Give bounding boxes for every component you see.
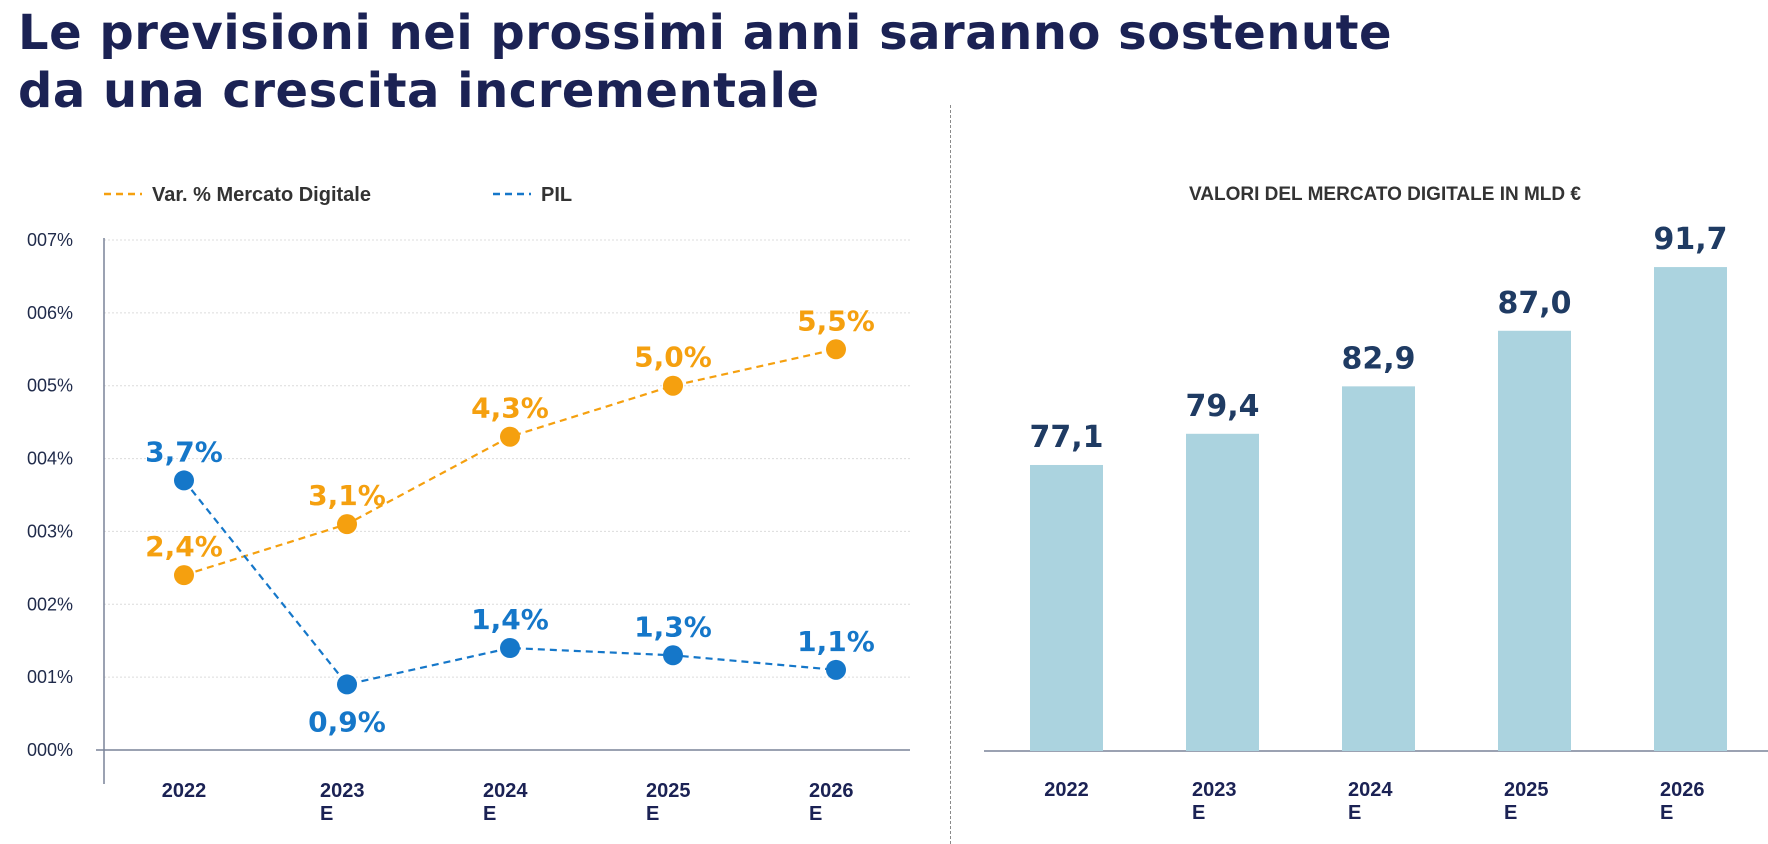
data-point bbox=[174, 470, 194, 491]
data-label: 3,7% bbox=[145, 435, 223, 468]
x-tick-sublabel: E bbox=[483, 803, 496, 825]
data-point bbox=[663, 645, 683, 666]
bar bbox=[1654, 267, 1727, 751]
legend-label: Var. % Mercato Digitale bbox=[152, 184, 371, 206]
x-tick-label: 2026 bbox=[809, 780, 854, 802]
y-tick-label: 005% bbox=[27, 376, 73, 396]
legend-label: PIL bbox=[541, 184, 572, 206]
y-tick-label: 000% bbox=[27, 740, 73, 760]
data-point bbox=[500, 638, 520, 658]
x-tick-sublabel: E bbox=[809, 803, 822, 825]
x-tick-label: 2023 bbox=[320, 780, 365, 802]
data-label: 5,5% bbox=[797, 304, 875, 337]
data-point bbox=[500, 426, 520, 447]
y-tick-label: 002% bbox=[27, 594, 73, 614]
y-tick-label: 003% bbox=[27, 521, 73, 541]
title-line-1: Le previsioni nei prossimi anni saranno … bbox=[18, 5, 1393, 61]
bar-category-label: 2025 bbox=[1504, 779, 1549, 801]
data-label: 0,9% bbox=[308, 705, 386, 738]
bar-value-label: 91,7 bbox=[1653, 222, 1727, 257]
series-line bbox=[183, 348, 837, 577]
x-tick-label: 2025 bbox=[646, 780, 691, 802]
page-title: Le previsioni nei prossimi anni saranno … bbox=[18, 4, 1518, 120]
x-tick-label: 2024 bbox=[483, 780, 528, 802]
data-point bbox=[337, 674, 357, 695]
bar-value-label: 82,9 bbox=[1341, 341, 1415, 376]
data-point bbox=[826, 339, 846, 360]
bar-category-label: 2024 bbox=[1348, 779, 1393, 801]
bar-category-label: 2023 bbox=[1192, 779, 1237, 801]
bar bbox=[1342, 386, 1415, 751]
data-point bbox=[826, 659, 846, 680]
bar-category-label: 2026 bbox=[1660, 779, 1705, 801]
bar bbox=[1498, 330, 1571, 751]
data-label: 1,3% bbox=[634, 610, 712, 643]
bar-value-label: 79,4 bbox=[1185, 389, 1259, 424]
bar-chart-title: VALORI DEL MERCATO DIGITALE IN MLD € bbox=[1189, 184, 1581, 205]
y-tick-label: 001% bbox=[27, 667, 73, 687]
x-tick-sublabel: E bbox=[320, 803, 333, 825]
y-tick-label: 006% bbox=[27, 303, 73, 323]
bar-category-label: 2022 bbox=[1044, 779, 1089, 801]
y-tick-label: 007% bbox=[27, 230, 73, 250]
bar-category-sublabel: E bbox=[1504, 802, 1517, 824]
data-label: 4,3% bbox=[471, 392, 549, 425]
bar bbox=[1030, 464, 1103, 751]
bar-category-sublabel: E bbox=[1660, 802, 1673, 824]
data-label: 1,4% bbox=[471, 603, 549, 636]
y-tick-label: 004% bbox=[27, 449, 73, 469]
bar-category-sublabel: E bbox=[1348, 802, 1361, 824]
line-chart: 000% 001% 002% 003% 004% 005% 006% 007% 2022 2023… bbox=[27, 184, 910, 825]
bar-value-label: 87,0 bbox=[1497, 286, 1571, 321]
data-point bbox=[663, 375, 683, 396]
bar-value-label: 77,1 bbox=[1029, 420, 1103, 455]
x-tick-label: 2022 bbox=[162, 780, 207, 802]
series-line bbox=[183, 479, 837, 686]
title-line-2: da una crescita incrementale bbox=[18, 63, 820, 119]
x-tick-sublabel: E bbox=[646, 803, 659, 825]
data-label: 3,1% bbox=[308, 479, 386, 512]
data-point bbox=[174, 565, 194, 586]
data-label: 2,4% bbox=[145, 530, 223, 563]
data-label: 5,0% bbox=[634, 341, 712, 374]
section-divider bbox=[950, 105, 951, 844]
data-point bbox=[337, 514, 357, 535]
data-label: 1,1% bbox=[797, 625, 875, 658]
bar-category-sublabel: E bbox=[1192, 802, 1205, 824]
bar bbox=[1186, 433, 1259, 751]
